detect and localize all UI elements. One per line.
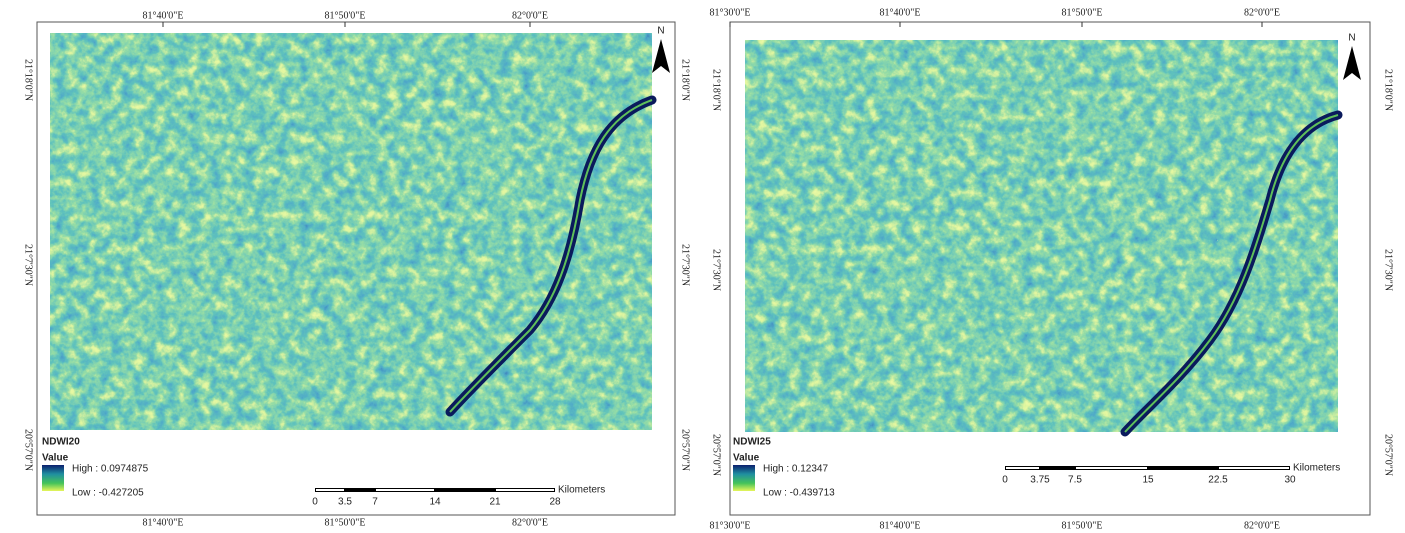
legend-high: High : 0.12347 [763,464,828,475]
legend-label: Value [42,453,69,464]
scale-tick: 21 [489,497,501,508]
scale-tick: 0 [312,497,318,508]
top-coordinate: 82°0'0"E [512,10,548,21]
left-coordinate: 20°57'0"N [711,434,722,476]
bottom-coordinate: 81°40'0"E [143,517,184,528]
bottom-coordinate: 81°40'0"E [880,520,921,531]
scale-segment [1219,467,1289,469]
scale-tick: 30 [1284,475,1296,486]
top-coordinate: 81°50'0"E [325,10,366,21]
right-coordinate: 20°57'0"N [680,429,691,471]
left-coordinate: 21°18'0"N [711,69,722,111]
scale-segment [496,489,554,491]
north-label: N [1348,33,1355,44]
left-coordinate: 20°57'0"N [23,429,34,471]
left-coordinate: 21°7'30"N [711,249,722,291]
top-coordinate: 81°40'0"E [880,7,921,18]
top-coordinate: 82°0'0"E [1244,7,1280,18]
legend-title: NDWI25 [733,437,771,448]
right-coordinate: 21°18'0"N [1383,69,1394,111]
bottom-coordinate: 81°30'0"E [710,520,751,531]
legend-title: NDWI20 [42,437,80,448]
scale-tick: 14 [429,497,441,508]
scale-unit: Kilometers [1293,463,1340,474]
scale-segment [316,489,344,491]
scale-tick: 0 [1002,475,1008,486]
right-coordinate: 20°57'0"N [1383,434,1394,476]
left-coordinate: 21°7'30"N [23,244,34,286]
scale-segment [1006,467,1039,469]
right-coordinate: 21°7'30"N [680,244,691,286]
scale-tick: 22.5 [1208,475,1228,486]
scale-tick: 28 [549,497,561,508]
scale-unit: Kilometers [558,485,605,496]
top-coordinate: 81°50'0"E [1062,7,1103,18]
ndwi-raster [50,33,652,430]
scale-segment [376,489,434,491]
legend-ramp [733,465,755,491]
scale-tick: 7.5 [1068,475,1082,486]
bottom-coordinate: 82°0'0"E [1244,520,1280,531]
legend-ramp [42,465,64,491]
right-coordinate: 21°18'0"N [680,59,691,101]
scale-tick: 15 [1142,475,1154,486]
right-coordinate: 21°7'30"N [1383,249,1394,291]
north-label: N [657,26,664,37]
legend-low: Low : -0.427205 [72,488,144,499]
bottom-coordinate: 82°0'0"E [512,517,548,528]
legend-label: Value [733,453,760,464]
scale-segment [1076,467,1147,469]
top-coordinate: 81°40'0"E [143,10,184,21]
bottom-coordinate: 81°50'0"E [325,517,366,528]
scale-tick: 3.75 [1030,475,1050,486]
bottom-coordinate: 81°50'0"E [1062,520,1103,531]
scale-tick: 3.5 [338,497,352,508]
top-coordinate: 81°30'0"E [710,7,751,18]
map-figure: 81°40'0"E 81°50'0"E 82°0'0"E 81°40'0"E 81°50… [0,0,1405,533]
ndwi-raster [745,40,1338,432]
left-coordinate: 21°18'0"N [23,59,34,101]
legend-low: Low : -0.439713 [763,488,835,499]
scale-tick: 7 [372,497,378,508]
legend-high: High : 0.0974875 [72,464,149,475]
